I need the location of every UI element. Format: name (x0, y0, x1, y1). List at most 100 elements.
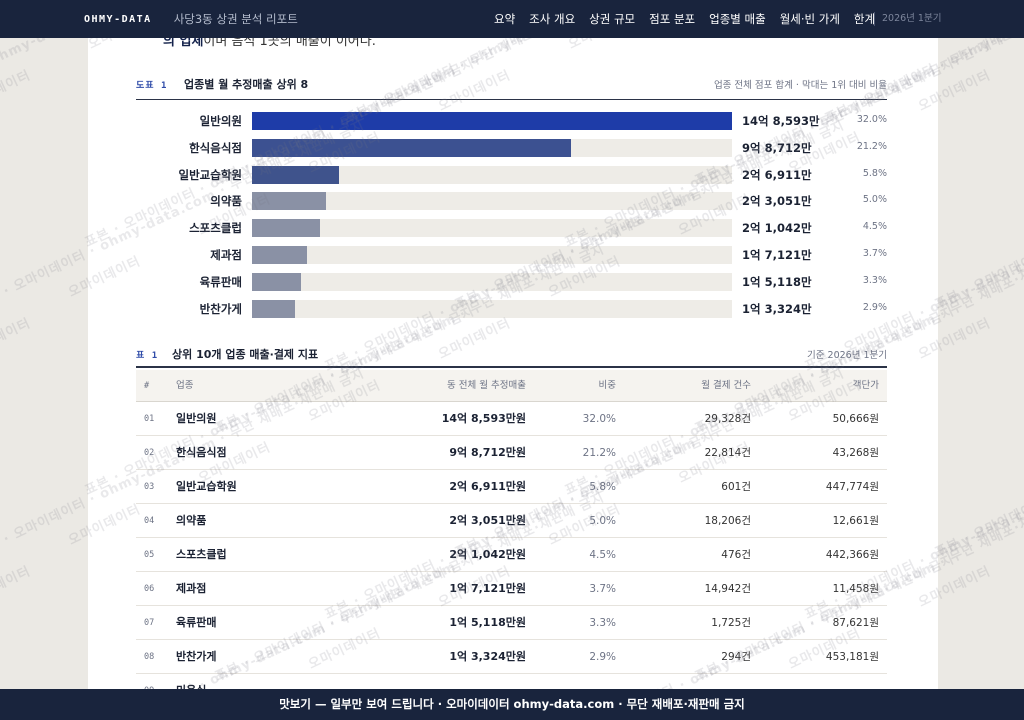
cell-name: 일반의원 (176, 412, 217, 425)
bar-value-label: 2억 1,042만 (742, 221, 812, 236)
cell-share: 4.5% (589, 549, 616, 561)
lead-bold: 의 업체 (163, 38, 204, 49)
cell-name: 반찬가게 (176, 650, 217, 663)
cell-rank: 07 (144, 618, 155, 628)
nav-period: 2026년 1분기 (882, 13, 942, 24)
bar-value-label: 1억 5,118만 (742, 274, 812, 289)
nav-link-rent-vacancy[interactable]: 월세·빈 가게 (779, 12, 840, 26)
th-avg: 객단가 (852, 380, 879, 391)
nav-divider (874, 12, 875, 26)
bar-row: 제과점 1억 7,121만 3.7% (136, 246, 887, 264)
watermark-text: 표본 · 오마이데이터 · ohmy-data.com · 무단 재배포·재판매… (932, 366, 1024, 561)
nav-link-summary[interactable]: 요약 (494, 12, 516, 26)
cell-sales: 1억 3,324만원 (449, 650, 526, 663)
bar (252, 165, 339, 184)
cell-rank: 09 (144, 674, 154, 689)
th-rank: # (144, 381, 150, 391)
bar-value-label: 1억 3,324만 (742, 301, 812, 316)
bar-chart: 일반의원 14억 8,593만 32.0% 한식음식점 9억 8,712만 21.2% 일반… (136, 112, 887, 328)
bar (252, 138, 571, 157)
th-share: 비중 (598, 380, 616, 391)
watermark-text: 오마이데이터 (0, 316, 33, 363)
table-row[interactable]: 01 일반의원 14억 8,593만원 32.0% 29,328건 50,666원 (136, 402, 887, 436)
cell-name: 제과점 (176, 582, 207, 595)
bar-track (252, 165, 732, 184)
bar-track (252, 192, 732, 211)
brand-logo[interactable]: OHMY-DATA (84, 13, 152, 25)
bar-share-label: 32.0% (856, 114, 887, 125)
table-row[interactable]: 02 한식음식점 9억 8,712만원 21.2% 22,814건 43,268원 (136, 436, 887, 470)
figure-tag: 도표 1 (136, 81, 168, 91)
cell-count: 476건 (721, 549, 751, 561)
cell-share: 5.0% (589, 515, 616, 527)
metrics-table: # 업종 동 전체 월 추정매출 비중 월 결제 건수 객단가 01 일반의원 14… (136, 370, 887, 689)
bar-label: 한식음식점 (189, 140, 242, 155)
table-row[interactable]: 09 미용실 (136, 674, 887, 689)
table-tag: 표 1 (136, 351, 159, 361)
table-row[interactable]: 07 육류판매 1억 5,118만원 3.3% 1,725건 87,621원 (136, 606, 887, 640)
bar-share-label: 4.5% (862, 221, 887, 233)
cell-avg: 12,661원 (832, 515, 879, 527)
bar-track (252, 299, 732, 318)
bar (252, 246, 308, 264)
table-row[interactable]: 04 의약품 2억 3,051만원 5.0% 18,206건 12,661원 (136, 504, 887, 538)
bar-label: 제과점 (210, 248, 242, 262)
table-row[interactable]: 06 제과점 1억 7,121만원 3.7% 14,942건 11,458원 (136, 572, 887, 606)
bar-label: 반찬가게 (199, 301, 242, 316)
bar-share-label: 21.2% (856, 140, 887, 152)
cell-avg: 11,458원 (832, 583, 879, 595)
top-nav: OHMY-DATA 사당3동 상권 분석 리포트 요약 조사 개요 상권 규모 … (0, 0, 1024, 38)
nav-link-scale[interactable]: 상권 규모 (589, 12, 636, 26)
cell-sales: 2억 3,051만원 (449, 514, 526, 527)
cell-rank: 08 (144, 652, 155, 662)
bar-row: 반찬가게 1억 3,324만 2.9% (136, 299, 887, 318)
bar-share-label: 3.7% (862, 248, 887, 259)
bar (252, 192, 327, 211)
cell-avg: 87,621원 (832, 617, 879, 629)
figure-title: 업종별 월 추정매출 상위 8 (184, 78, 309, 91)
nav-links: 요약 조사 개요 상권 규모 점포 분포 업종별 매출 월세·빈 가게 한계 (494, 0, 889, 38)
preview-banner: 맛보기 — 일부만 보여 드립니다 · 오마이데이터 ohmy-data.com… (0, 689, 1024, 720)
table-row[interactable]: 08 반찬가게 1억 3,324만원 2.9% 294건 453,181원 (136, 640, 887, 674)
cell-avg: 442,366원 (825, 549, 879, 561)
bar-row: 육류판매 1억 5,118만 3.3% (136, 272, 887, 291)
report-paper: 의 업체이며 음식 1곳의 매출이 이어다. 도표 1 업종별 월 추정매출 상… (88, 38, 938, 689)
bar-row: 한식음식점 9억 8,712만 21.2% (136, 138, 887, 157)
bar-share-label: 3.3% (862, 274, 887, 286)
cell-share: 2.9% (589, 651, 616, 663)
bar-share-label: 2.9% (862, 301, 887, 313)
cell-share: 3.7% (589, 583, 616, 595)
bar (252, 272, 301, 291)
bar-label: 스포츠클럽 (189, 221, 242, 236)
nav-link-limits[interactable]: 한계 (853, 12, 876, 26)
report-title: 사당3동 상권 분석 리포트 (173, 12, 298, 26)
nav-link-distribution[interactable]: 점포 분포 (649, 12, 696, 26)
th-sales: 동 전체 월 추정매출 (447, 380, 526, 391)
cell-name: 의약품 (176, 514, 207, 527)
bar-value-label: 2억 6,911만 (742, 167, 812, 182)
bar (252, 299, 296, 318)
figure-note: 업종 전체 점포 합계 · 막대는 1위 대비 비율 (713, 80, 887, 91)
bar-track (252, 112, 732, 130)
cell-count: 22,814건 (704, 447, 751, 459)
cell-avg: 43,268원 (832, 447, 879, 459)
cell-name: 미용실 (176, 674, 206, 689)
th-count: 월 결제 건수 (701, 380, 751, 391)
cell-rank: 01 (144, 414, 155, 424)
nav-link-overview[interactable]: 조사 개요 (529, 12, 576, 26)
bar-label: 일반의원 (199, 114, 242, 128)
bar-share-label: 5.0% (862, 194, 887, 206)
th-name: 업종 (176, 380, 194, 391)
bar-label: 의약품 (210, 194, 242, 209)
bar-label: 육류판매 (199, 274, 242, 289)
bar-track (252, 246, 732, 264)
bar-track (252, 138, 732, 157)
table-row[interactable]: 05 스포츠클럽 2억 1,042만원 4.5% 476건 442,366원 (136, 538, 887, 572)
cell-count: 1,725건 (711, 617, 751, 629)
bar-value-label: 14억 8,593만 (742, 114, 820, 128)
cell-avg: 453,181원 (825, 651, 879, 663)
cell-count: 14,942건 (704, 583, 751, 595)
table-row[interactable]: 03 일반교습학원 2억 6,911만원 5.8% 601건 447,774원 (136, 470, 887, 504)
table-head-row: # 업종 동 전체 월 추정매출 비중 월 결제 건수 객단가 (136, 370, 887, 402)
nav-link-sales-by-industry[interactable]: 업종별 매출 (709, 12, 766, 26)
